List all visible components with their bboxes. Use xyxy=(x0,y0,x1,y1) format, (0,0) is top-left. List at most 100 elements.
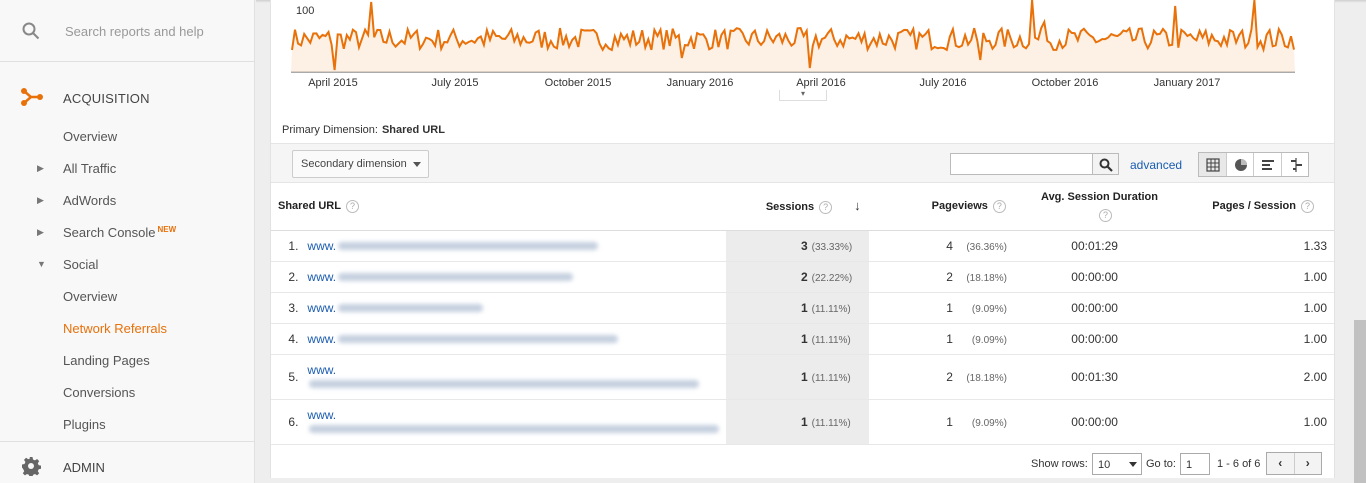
sidebar-item-network-referrals[interactable]: Network Referrals xyxy=(0,315,255,343)
sidebar-item-label: Plugins xyxy=(63,417,106,432)
row-index: 3. xyxy=(271,292,299,324)
pageviews-value: 2 xyxy=(946,369,953,384)
pageviews-cell: 4 (36.36%) xyxy=(868,230,1014,262)
url-prefix: www. xyxy=(307,300,337,315)
sort-down-icon[interactable]: ↓ xyxy=(854,198,861,214)
sidebar-item-all-traffic[interactable]: ▶ All Traffic xyxy=(0,155,255,183)
sidebar-item-plugins[interactable]: Plugins xyxy=(0,411,255,439)
primary-dimension: Primary Dimension: Shared URL xyxy=(282,124,445,136)
series-line[interactable] xyxy=(291,0,1295,71)
row-index: 4. xyxy=(271,323,299,355)
sidebar-item-label: AdWords xyxy=(63,193,117,208)
table-row: 6. www. 1 (11.11%) 1 (9.09%) 00:00:00 1.00 xyxy=(271,399,1334,445)
pages-per-session-cell: 1.00 xyxy=(1181,261,1334,293)
sidebar-item-adwords[interactable]: ▶ AdWords xyxy=(0,187,255,215)
sidebar-item-social-overview[interactable]: Overview xyxy=(0,283,255,311)
secondary-dimension-label: Secondary dimension xyxy=(301,158,407,170)
sidebar-item-label: Overview xyxy=(63,289,118,304)
sessions-cell: 1 (11.11%) xyxy=(726,354,869,400)
col-shared-url[interactable]: Shared URL? xyxy=(271,183,727,231)
help-icon[interactable]: ? xyxy=(1098,209,1112,223)
x-tick-label: July 2015 xyxy=(431,77,478,89)
comparison-icon xyxy=(1290,158,1302,172)
table-row: 1. www. 3 (33.33%) 4 (36.36%) 00:01:29 1.33 xyxy=(271,230,1334,262)
help-icon[interactable]: ? xyxy=(819,201,833,215)
sidebar-item-label: Search Console xyxy=(63,225,156,240)
sessions-value: 1 xyxy=(800,369,808,384)
sessions-line-chart: 100 April 2015 July 2015 October 2015 Januar… xyxy=(291,0,1295,89)
sidebar-item-social[interactable]: ▼ Social xyxy=(0,251,255,279)
row-index: 1. xyxy=(271,230,299,262)
sidebar-search[interactable]: Search reports and help xyxy=(0,0,255,62)
primary-dimension-value[interactable]: Shared URL xyxy=(381,124,445,136)
scrollbar[interactable] xyxy=(1354,320,1366,483)
shared-url-link[interactable]: www. xyxy=(298,399,727,445)
sidebar-item-overview[interactable]: Overview xyxy=(0,123,255,151)
redacted-url xyxy=(309,425,720,434)
chart-collapse-toggle[interactable]: ▾ xyxy=(779,90,827,101)
sidebar-item-label: Conversions xyxy=(63,385,136,400)
shared-url-link[interactable]: www. xyxy=(298,230,727,262)
sidebar-item-conversions[interactable]: Conversions xyxy=(0,379,255,407)
chevron-down-icon xyxy=(413,162,421,167)
table-header-row: Shared URL? Sessions? ↓ Pageviews? Avg. S… xyxy=(271,183,1334,231)
sidebar-item-search-console[interactable]: ▶ Search Console NEW xyxy=(0,219,255,247)
table-search-input[interactable] xyxy=(950,153,1093,175)
shared-url-link[interactable]: www. xyxy=(298,261,727,293)
y-tick-label: 100 xyxy=(296,5,314,17)
pageviews-value: 4 xyxy=(946,238,953,253)
sessions-value: 3 xyxy=(800,238,808,253)
table-search-button[interactable] xyxy=(1092,153,1119,175)
pie-view-button[interactable] xyxy=(1227,153,1254,176)
sidebar-item-label: All Traffic xyxy=(63,161,117,176)
sidebar-item-label: Social xyxy=(63,257,99,272)
duration-cell: 00:01:30 xyxy=(1013,354,1182,400)
col-pages-per-session[interactable]: Pages / Session? xyxy=(1181,183,1334,231)
view-switcher xyxy=(1198,152,1309,177)
goto-input[interactable]: 1 xyxy=(1180,453,1210,475)
pageviews-percent: (9.09%) xyxy=(971,334,1007,346)
pages-per-session-cell: 1.33 xyxy=(1181,230,1334,262)
advanced-filter-link[interactable]: advanced xyxy=(1130,158,1183,172)
table-view-button[interactable] xyxy=(1199,153,1227,176)
shared-url-link[interactable]: www. xyxy=(298,354,727,400)
secondary-dimension-dropdown[interactable]: Secondary dimension xyxy=(292,150,429,178)
col-pageviews[interactable]: Pageviews? xyxy=(868,183,1014,231)
pageviews-value: 1 xyxy=(946,414,953,429)
prev-page-button[interactable]: ‹ xyxy=(1267,453,1295,474)
shared-url-link[interactable]: www. xyxy=(298,292,727,324)
pager: ‹ › xyxy=(1266,452,1322,475)
table-row: 4. www. 1 (11.11%) 1 (9.09%) 00:00:00 1.00 xyxy=(271,323,1334,355)
show-rows-select[interactable]: 10 xyxy=(1092,453,1142,475)
row-index: 6. xyxy=(271,399,299,445)
pages-per-session-cell: 2.00 xyxy=(1181,354,1334,400)
sidebar-item-landing-pages[interactable]: Landing Pages xyxy=(0,347,255,375)
help-icon[interactable]: ? xyxy=(345,199,359,213)
help-icon[interactable]: ? xyxy=(992,199,1006,213)
sidebar-section-acquisition[interactable]: ACQUISITION xyxy=(0,80,255,114)
sessions-percent: (11.11%) xyxy=(811,334,851,346)
performance-view-button[interactable] xyxy=(1254,153,1282,176)
bar-list-icon xyxy=(1262,160,1274,170)
pages-per-session-cell: 1.00 xyxy=(1181,323,1334,355)
col-label: Avg. Session Duration xyxy=(1041,191,1158,204)
col-sessions[interactable]: Sessions? ↓ xyxy=(726,183,869,231)
comparison-view-button[interactable] xyxy=(1282,153,1309,176)
row-index: 5. xyxy=(271,354,299,400)
col-avg-session-duration[interactable]: Avg. Session Duration? xyxy=(1013,183,1182,231)
help-icon[interactable]: ? xyxy=(1301,199,1314,213)
next-page-button[interactable]: › xyxy=(1305,456,1310,470)
x-tick-label: October 2016 xyxy=(1032,77,1099,89)
acquisition-icon xyxy=(21,88,43,106)
url-prefix: www. xyxy=(307,331,337,346)
sessions-cell: 1 (11.11%) xyxy=(726,399,869,445)
sessions-cell: 3 (33.33%) xyxy=(726,230,869,262)
x-tick-label: April 2015 xyxy=(308,77,358,89)
sessions-percent: (33.33%) xyxy=(811,241,853,253)
url-prefix: www. xyxy=(307,238,337,253)
col-label: Shared URL xyxy=(278,199,341,212)
sidebar-admin[interactable]: ADMIN xyxy=(0,441,255,483)
x-tick-label: January 2016 xyxy=(667,77,734,89)
report-card: 100 April 2015 July 2015 October 2015 Januar… xyxy=(270,0,1335,478)
shared-url-link[interactable]: www. xyxy=(298,323,727,355)
